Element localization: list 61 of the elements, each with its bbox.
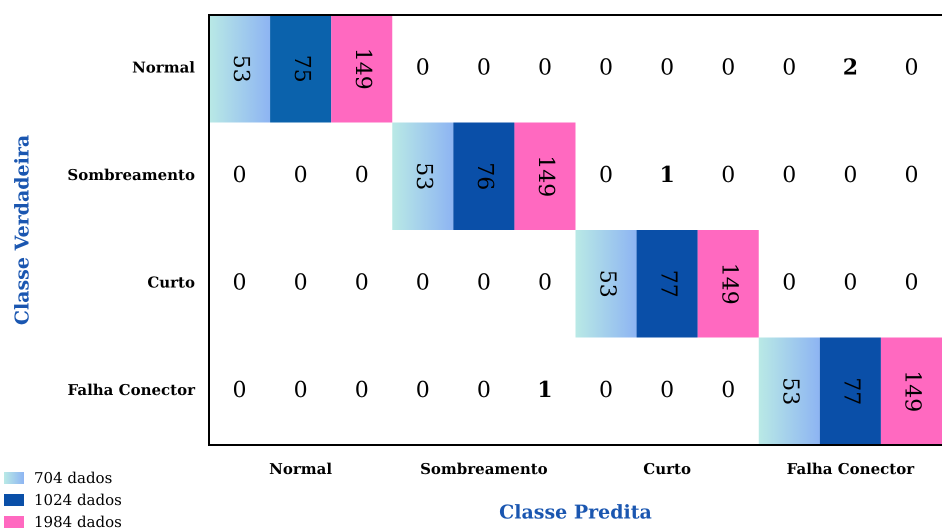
data-label: 0 — [660, 378, 674, 403]
data-label: 0 — [843, 162, 858, 188]
data-label: 0 — [354, 378, 369, 403]
data-label: 75 — [288, 54, 314, 83]
data-label: 0 — [538, 55, 552, 80]
data-label: 0 — [416, 378, 430, 403]
data-label: 77 — [838, 377, 864, 406]
data-label: 0 — [782, 270, 796, 296]
data-label: 0 — [416, 270, 430, 296]
x-tick-label: Falha Conector — [786, 460, 916, 478]
data-label: 149 — [533, 155, 558, 198]
y-tick-label: Falha Conector — [68, 381, 196, 400]
data-label: 0 — [354, 162, 369, 188]
data-label: 0 — [476, 378, 491, 403]
data-label: 0 — [721, 162, 736, 188]
data-label: 53 — [411, 162, 436, 190]
data-label: 0 — [232, 162, 247, 188]
data-label: 53 — [594, 270, 620, 298]
legend-label: 1984 dados — [34, 513, 122, 531]
data-label: 0 — [599, 162, 614, 188]
data-label: 0 — [843, 270, 858, 296]
data-label: 0 — [232, 378, 247, 403]
data-label: 1 — [537, 376, 553, 403]
y-tick-label: Normal — [132, 58, 196, 77]
data-label: 53 — [778, 377, 803, 406]
data-label: 0 — [232, 270, 247, 296]
data-label: 0 — [904, 55, 918, 80]
x-tick-label: Curto — [643, 460, 691, 478]
y-tick-label: Sombreamento — [67, 166, 195, 184]
data-label: 76 — [472, 162, 498, 190]
data-label: 0 — [538, 270, 552, 296]
x-tick-label: Normal — [269, 460, 332, 478]
x-tick-label: Sombreamento — [420, 460, 548, 478]
data-label: 1 — [659, 162, 675, 188]
data-label: 0 — [294, 162, 308, 188]
data-label: 0 — [476, 55, 491, 80]
data-label: 149 — [350, 48, 375, 90]
data-label: 0 — [904, 162, 918, 188]
data-label: 0 — [721, 378, 736, 403]
data-label: 0 — [721, 55, 736, 80]
x-axis-title: Classe Predita — [499, 502, 652, 524]
data-label: 0 — [660, 55, 674, 80]
data-label: 2 — [842, 54, 858, 80]
data-label: 149 — [900, 370, 925, 412]
y-axis-title: Classe Verdadeira — [11, 134, 34, 326]
data-label: 0 — [476, 270, 491, 296]
data-label: 0 — [294, 378, 308, 403]
legend-label: 704 dados — [34, 469, 112, 487]
data-label: 0 — [294, 270, 308, 296]
data-label: 53 — [228, 54, 253, 83]
data-label: 0 — [782, 55, 796, 80]
data-label: 0 — [354, 270, 369, 296]
data-label: 0 — [904, 270, 918, 296]
data-label: 0 — [782, 162, 796, 188]
data-label: 149 — [716, 262, 742, 305]
data-label: 0 — [416, 55, 430, 80]
y-tick-label: Curto — [147, 274, 195, 292]
data-label: 0 — [599, 378, 614, 403]
data-label: 0 — [599, 55, 614, 80]
legend-label: 1024 dados — [34, 491, 122, 509]
data-label: 77 — [655, 270, 680, 298]
